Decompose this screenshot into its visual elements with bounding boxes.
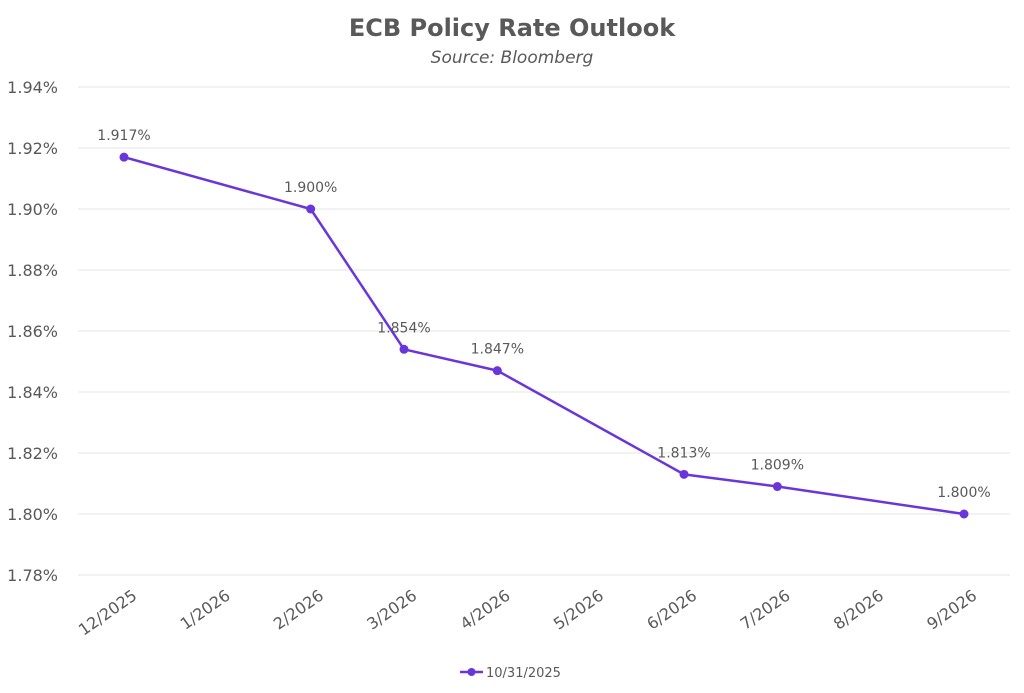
chart-title: ECB Policy Rate Outlook — [349, 14, 676, 42]
y-tick-label: 1.94% — [7, 78, 58, 97]
x-tick-label: 12/2025 — [75, 586, 140, 640]
y-tick-label: 1.80% — [7, 505, 58, 524]
x-tick-label: 2/2026 — [270, 586, 327, 634]
x-axis-ticks: 12/2025 1/2026 2/2026 3/2026 4/2026 5/2026 6/2… — [75, 586, 980, 640]
x-tick-label: 5/2026 — [550, 586, 607, 634]
y-tick-label: 1.86% — [7, 322, 58, 341]
y-tick-label: 1.88% — [7, 261, 58, 280]
series-layer — [119, 152, 969, 519]
data-label: 1.917% — [97, 128, 150, 144]
legend-dot-marker — [467, 668, 476, 676]
data-label: 1.854% — [377, 320, 430, 336]
data-point[interactable] — [119, 152, 129, 162]
x-tick-label: 6/2026 — [643, 586, 700, 634]
data-point[interactable] — [306, 204, 316, 214]
y-tick-label: 1.90% — [7, 200, 58, 219]
data-point[interactable] — [679, 469, 689, 479]
data-label: 1.800% — [937, 485, 990, 501]
data-label: 1.809% — [751, 458, 804, 474]
y-tick-label: 1.84% — [7, 383, 58, 402]
series-line — [123, 155, 965, 516]
x-tick-label: 4/2026 — [457, 586, 514, 634]
chart-subtitle: Source: Bloomberg — [431, 48, 594, 68]
data-point[interactable] — [772, 482, 782, 492]
legend-label: 10/31/2025 — [486, 666, 561, 681]
y-tick-label: 1.82% — [7, 444, 58, 463]
data-label: 1.900% — [284, 180, 337, 196]
data-point[interactable] — [492, 366, 502, 376]
x-tick-label: 8/2026 — [830, 586, 887, 634]
data-labels: 1.917% 1.900% 1.854% 1.847% 1.813% 1.809% 1.80… — [97, 128, 990, 501]
data-label: 1.813% — [657, 445, 710, 461]
data-point[interactable] — [399, 344, 409, 354]
y-axis-ticks: 1.78% 1.80% 1.82% 1.84% 1.86% 1.88% 1.90% 1.92%… — [7, 78, 58, 585]
data-point[interactable] — [959, 509, 969, 519]
data-label: 1.847% — [471, 342, 524, 358]
y-tick-label: 1.78% — [7, 566, 58, 585]
legend[interactable]: 10/31/2025 — [460, 666, 561, 681]
x-tick-label: 3/2026 — [363, 586, 420, 634]
x-tick-label: 1/2026 — [177, 586, 234, 634]
y-tick-label: 1.92% — [7, 139, 58, 158]
x-tick-label: 7/2026 — [737, 586, 794, 634]
x-tick-label: 9/2026 — [923, 586, 980, 634]
gridlines — [78, 86, 1010, 576]
